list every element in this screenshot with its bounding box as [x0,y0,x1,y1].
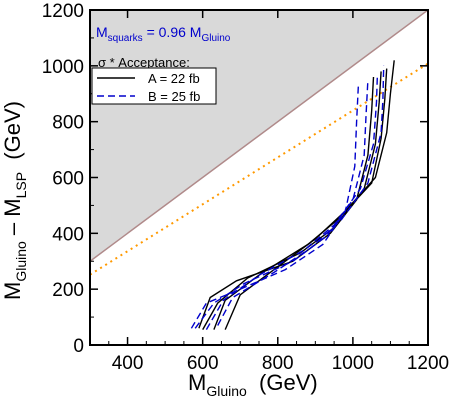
y-axis-title: MGluino – MLSP (GeV) [0,101,29,300]
x-tick-label: 600 [187,353,219,374]
series-b-line-4 [217,65,385,326]
legend-label-b: B = 25 fb [148,89,200,104]
y-tick-label: 800 [52,113,84,134]
y-tick-label: 1200 [42,1,84,22]
dotted-reference-line [90,62,428,276]
legend-box [91,67,217,105]
y-tick-label: 1000 [42,57,84,78]
y-tick-label: 400 [52,224,84,245]
legend: σ * Acceptance: A = 22 fb B = 25 fb [91,55,217,105]
series-a-line-3 [198,76,375,329]
y-tick-label: 200 [52,280,84,301]
diagonal-boundary-line [90,10,428,262]
series-b-line-7 [190,82,360,329]
x-tick-label: 800 [262,353,294,374]
y-tick-label: 600 [52,169,84,190]
x-tick-label: 400 [112,353,144,374]
annotation-mass-relation: Msquarks = 0.96 MGluino [96,24,231,44]
x-tick-label: 1000 [332,353,374,374]
y-tick-label: 0 [73,336,84,357]
legend-label-a: A = 22 fb [148,71,200,86]
x-axis-title: MGluino (GeV) [188,370,318,399]
legend-title: σ * Acceptance: [98,55,190,70]
series-b-line-6 [194,79,369,329]
x-tick-label: 1200 [407,353,449,374]
axis-ticks: 400 600 800 1000 1200 0 200 400 600 800 1000 1200 [42,1,449,374]
